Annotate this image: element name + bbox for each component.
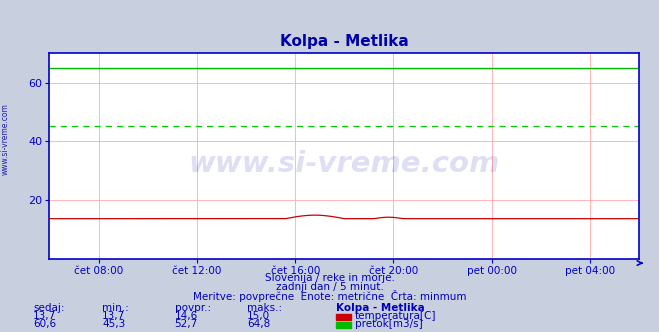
Text: zadnji dan / 5 minut.: zadnji dan / 5 minut. [275, 283, 384, 292]
Text: temperatura[C]: temperatura[C] [355, 311, 436, 321]
Text: www.si-vreme.com: www.si-vreme.com [188, 150, 500, 178]
Text: sedaj:: sedaj: [33, 303, 65, 313]
Text: Kolpa - Metlika: Kolpa - Metlika [336, 303, 425, 313]
Text: Meritve: povprečne  Enote: metrične  Črta: minmum: Meritve: povprečne Enote: metrične Črta:… [192, 290, 467, 302]
Text: 64,8: 64,8 [247, 319, 270, 329]
Text: 15,0: 15,0 [247, 311, 270, 321]
Text: www.si-vreme.com: www.si-vreme.com [1, 104, 10, 175]
Text: 60,6: 60,6 [33, 319, 56, 329]
Text: povpr.:: povpr.: [175, 303, 211, 313]
Text: 14,6: 14,6 [175, 311, 198, 321]
Text: min.:: min.: [102, 303, 129, 313]
Text: pretok[m3/s]: pretok[m3/s] [355, 319, 422, 329]
Text: 13,7: 13,7 [33, 311, 56, 321]
Text: Slovenija / reke in morje.: Slovenija / reke in morje. [264, 273, 395, 283]
Text: 52,7: 52,7 [175, 319, 198, 329]
Text: 45,3: 45,3 [102, 319, 125, 329]
Text: 13,7: 13,7 [102, 311, 125, 321]
Title: Kolpa - Metlika: Kolpa - Metlika [280, 34, 409, 49]
Text: maks.:: maks.: [247, 303, 282, 313]
